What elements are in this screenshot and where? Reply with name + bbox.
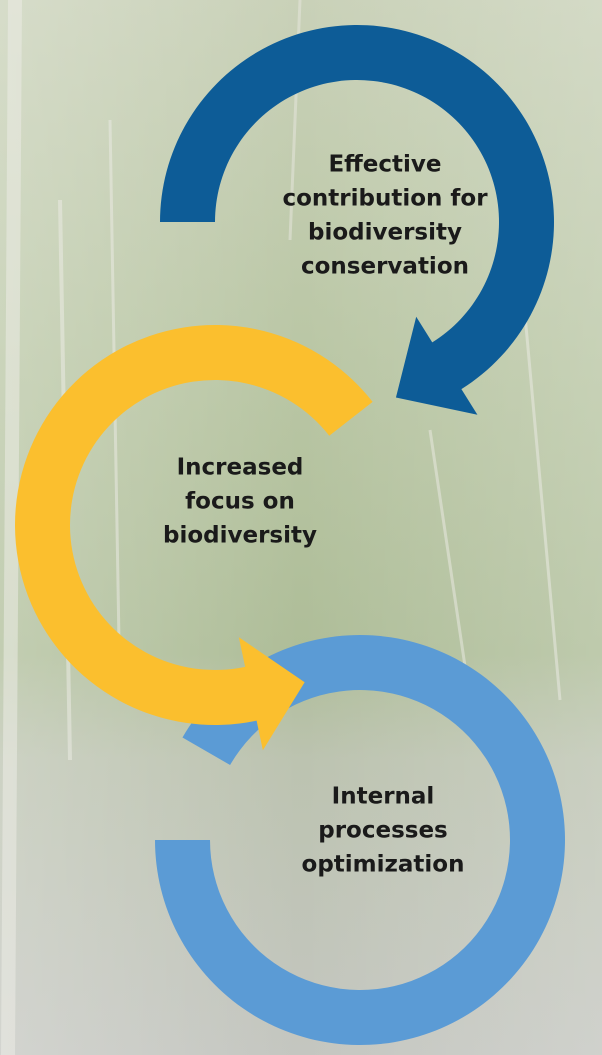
label-line: optimization xyxy=(302,852,465,878)
label-line: Increased xyxy=(177,455,304,481)
label-line: contribution for xyxy=(282,186,488,212)
label-line: focus on xyxy=(185,489,295,515)
node-label: Increased focus on biodiversity xyxy=(163,455,317,549)
label-line: biodiversity xyxy=(308,220,462,246)
diagram: Effective contribution for biodiversity … xyxy=(0,0,602,1055)
label-line: processes xyxy=(318,818,448,844)
label-line: conservation xyxy=(301,254,469,280)
page: Effective contribution for biodiversity … xyxy=(0,0,602,1055)
label-line: Internal xyxy=(332,784,435,810)
label-line: biodiversity xyxy=(163,523,317,549)
label-line: Effective xyxy=(328,152,441,178)
